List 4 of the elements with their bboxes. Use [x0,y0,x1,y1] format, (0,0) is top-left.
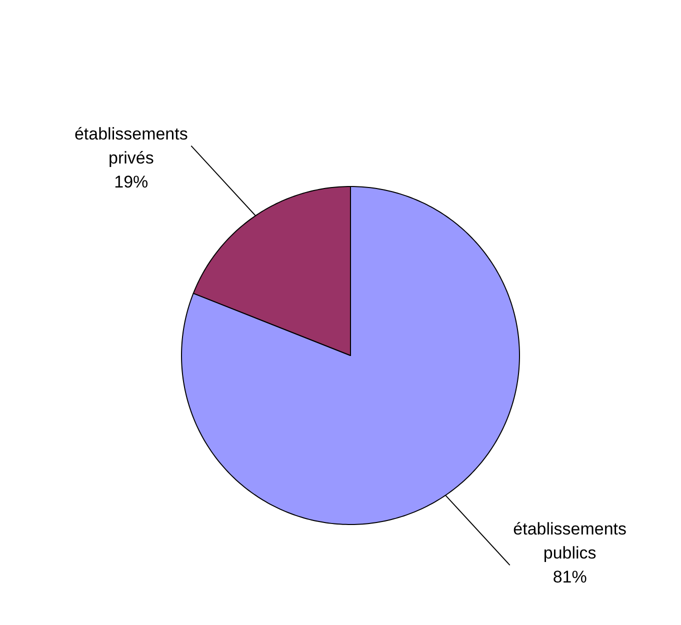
slice-label: établissements publics [513,520,627,563]
data-label: 19% [114,172,148,192]
slice-label: établissements privés [74,124,188,168]
data-label: 81% [552,568,587,587]
